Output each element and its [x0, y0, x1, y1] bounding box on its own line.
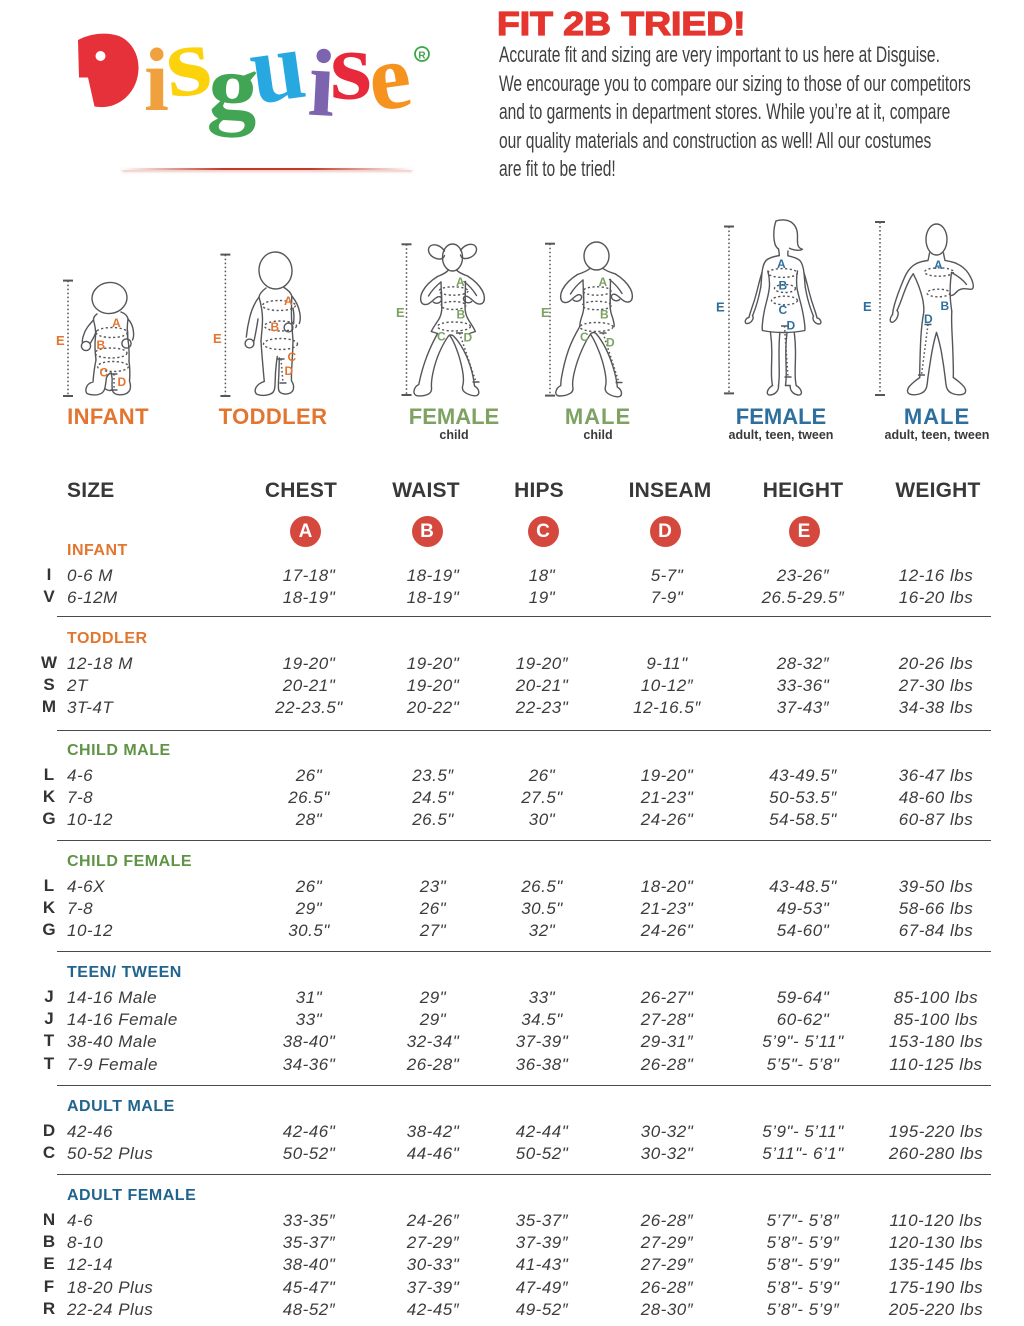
- svg-text:E: E: [56, 333, 65, 348]
- svg-text:E: E: [716, 300, 725, 315]
- svg-text:C: C: [779, 303, 788, 317]
- svg-text:s: s: [330, 12, 372, 120]
- svg-text:B: B: [941, 299, 950, 313]
- svg-text:B: B: [779, 279, 788, 293]
- svg-text:B: B: [271, 320, 280, 334]
- svg-text:C: C: [100, 366, 109, 380]
- svg-text:i: i: [306, 29, 338, 137]
- svg-text:i: i: [144, 31, 169, 130]
- svg-text:R: R: [418, 51, 426, 62]
- svg-text:C: C: [580, 330, 589, 344]
- svg-text:A: A: [112, 316, 121, 330]
- svg-text:B: B: [600, 308, 609, 322]
- svg-text:s: s: [160, 5, 216, 119]
- svg-text:E: E: [396, 305, 405, 320]
- svg-text:A: A: [934, 258, 943, 272]
- svg-text:B: B: [457, 308, 466, 322]
- svg-text:D: D: [285, 364, 294, 378]
- svg-text:A: A: [599, 275, 608, 289]
- svg-text:D: D: [924, 312, 933, 326]
- svg-text:D: D: [118, 375, 127, 389]
- svg-text:D: D: [464, 331, 473, 345]
- svg-text:E: E: [213, 331, 222, 346]
- svg-text:E: E: [541, 305, 550, 320]
- svg-text:g: g: [206, 34, 261, 138]
- svg-text:B: B: [97, 338, 106, 352]
- svg-text:C: C: [288, 350, 297, 364]
- svg-text:A: A: [456, 275, 465, 289]
- svg-text:A: A: [777, 257, 786, 271]
- svg-text:C: C: [437, 330, 446, 344]
- svg-text:D: D: [606, 336, 615, 350]
- svg-text:D: D: [787, 319, 796, 333]
- svg-text:E: E: [863, 299, 872, 314]
- svg-text:A: A: [284, 294, 293, 308]
